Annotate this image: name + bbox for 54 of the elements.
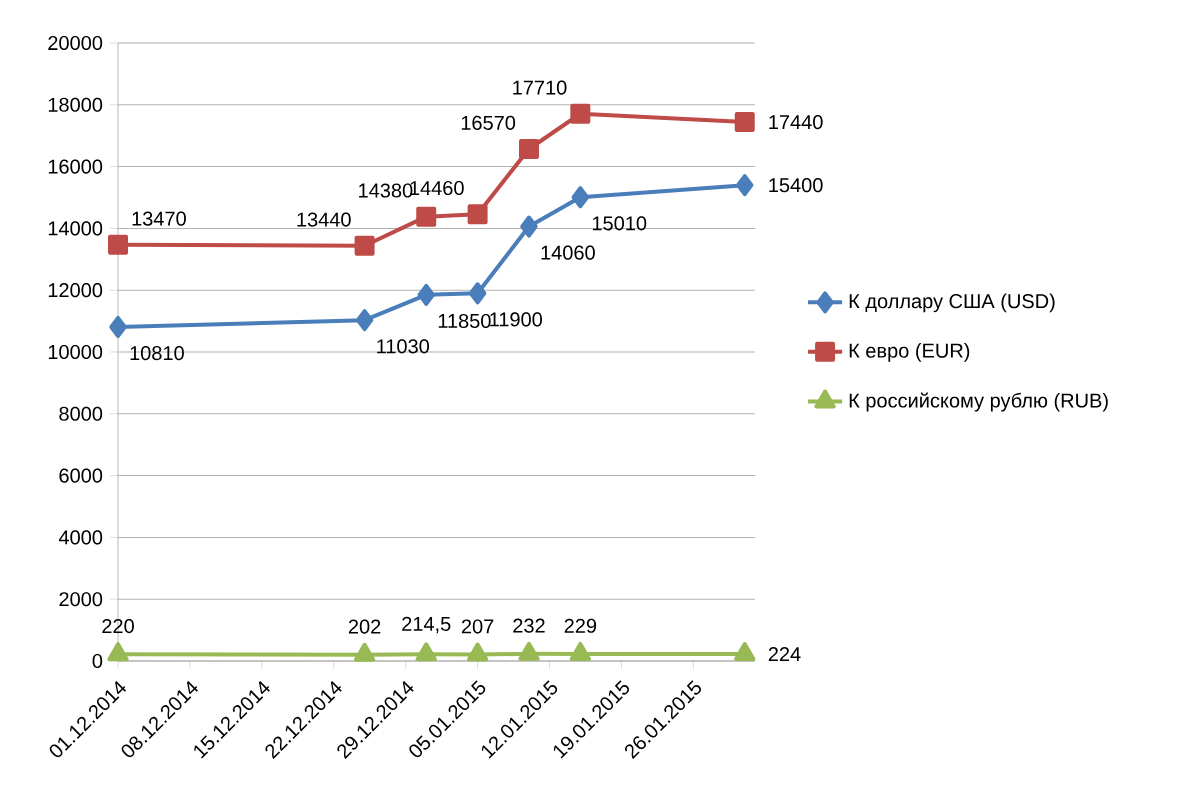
y-tick-label: 20000 xyxy=(48,35,103,51)
y-tick-label: 18000 xyxy=(48,97,103,112)
point xyxy=(353,642,376,662)
data-label: 13470 xyxy=(132,211,186,226)
legend-label: К доллару США (USD) xyxy=(849,293,1055,313)
data-label: 17440 xyxy=(769,115,823,130)
point xyxy=(468,282,487,305)
data-label: 224 xyxy=(768,647,801,662)
point xyxy=(467,204,488,225)
point xyxy=(571,186,590,209)
point xyxy=(518,641,540,661)
data-label: 202 xyxy=(348,619,381,634)
data-label: 13440 xyxy=(297,212,351,227)
y-tick-label: 0 xyxy=(92,653,103,669)
data-label: 11030 xyxy=(377,339,429,354)
data-label: 17710 xyxy=(513,80,567,95)
point xyxy=(416,206,437,227)
legend-label: К евро (EUR) xyxy=(849,343,970,362)
point xyxy=(734,112,755,133)
y-tick-label: 14000 xyxy=(48,221,103,236)
point xyxy=(417,283,435,306)
point xyxy=(415,642,437,662)
y-tick-label: 2000 xyxy=(59,592,103,607)
point xyxy=(570,103,591,124)
data-label: 214,5 xyxy=(402,616,451,634)
data-label: 11900 xyxy=(490,312,543,327)
data-label: 10810 xyxy=(130,346,184,361)
data-label: 220 xyxy=(102,618,134,634)
point xyxy=(108,234,129,255)
point xyxy=(466,642,489,662)
data-label: 11850 xyxy=(438,313,491,329)
data-label: 16570 xyxy=(461,115,516,130)
y-tick-label: 10000 xyxy=(48,344,103,360)
data-label: 229 xyxy=(564,618,597,633)
data-label: 15010 xyxy=(592,216,647,231)
y-tick-label: 4000 xyxy=(58,530,103,545)
y-tick-label: 16000 xyxy=(48,159,103,174)
point xyxy=(354,235,375,256)
point xyxy=(520,215,538,238)
point xyxy=(569,641,591,661)
point xyxy=(518,138,539,159)
point xyxy=(355,309,374,332)
point xyxy=(109,315,127,338)
point xyxy=(107,642,129,662)
y-tick-label: 12000 xyxy=(48,283,103,298)
data-label: 15400 xyxy=(769,178,823,193)
data-label: 232 xyxy=(513,618,545,633)
y-tick-label: 8000 xyxy=(59,406,103,421)
y-tick-label: 6000 xyxy=(59,468,103,483)
legend-label: К российскому рублю (RUB) xyxy=(849,392,1108,412)
data-label: 14060 xyxy=(541,245,595,260)
point xyxy=(735,174,754,197)
point xyxy=(734,642,756,662)
data-label: 207 xyxy=(461,619,494,634)
